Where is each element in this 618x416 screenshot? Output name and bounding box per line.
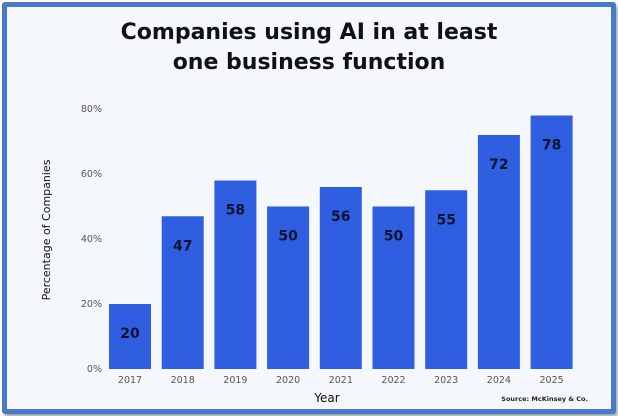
bar-2017: [109, 304, 151, 369]
data-label-2019: 58: [226, 203, 245, 219]
bar-2025: [530, 115, 573, 369]
source-note: Source: McKinsey & Co.: [501, 395, 588, 403]
x-tick-label: 2018: [171, 375, 195, 386]
x-tick-label: 2025: [540, 375, 564, 386]
title-line-2: one business function: [172, 50, 446, 75]
title-line-1: Companies using AI in at least: [120, 20, 498, 45]
data-label-2023: 55: [436, 212, 455, 228]
x-tick-label: 2017: [118, 375, 142, 386]
bar-2021: [319, 187, 362, 369]
y-tick-label: 20%: [81, 299, 102, 310]
data-label-2025: 78: [542, 138, 561, 154]
data-label-2018: 47: [173, 238, 192, 254]
bar-2022: [372, 206, 415, 369]
x-axis-label: Year: [313, 391, 339, 405]
data-label-2022: 50: [384, 229, 404, 245]
y-tick-label: 60%: [81, 169, 102, 180]
x-tick-label: 2023: [434, 375, 458, 386]
y-tick-label: 40%: [81, 234, 102, 245]
y-tick-label: 0%: [87, 364, 102, 375]
x-tick-label: 2022: [381, 375, 405, 386]
data-label-2017: 20: [120, 326, 140, 342]
bar-2019: [214, 180, 257, 369]
y-tick-label: 80%: [81, 104, 102, 115]
y-axis-label: Percentage of Companies: [40, 159, 53, 300]
data-label-2021: 56: [331, 209, 350, 225]
data-label-2024: 72: [489, 157, 508, 173]
bar-2020: [267, 206, 310, 369]
x-tick-label: 2019: [223, 375, 247, 386]
bar-2018: [161, 216, 204, 369]
bar-2024: [477, 135, 520, 369]
x-tick-label: 2021: [329, 375, 353, 386]
data-label-2020: 50: [278, 229, 298, 245]
bar-2023: [425, 190, 468, 369]
chart-title: Companies using AI in at least one busin…: [0, 18, 618, 78]
x-tick-label: 2024: [487, 375, 511, 386]
x-tick-label: 2020: [276, 375, 300, 386]
